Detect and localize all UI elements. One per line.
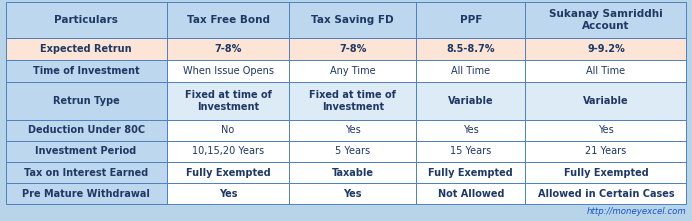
Bar [416,2,525,38]
Text: Tax on Interest Earned: Tax on Interest Earned [24,168,148,178]
Bar [167,162,289,183]
Bar [6,183,167,204]
Bar [525,2,686,38]
Text: 9-9.2%: 9-9.2% [587,44,625,54]
Bar [6,141,167,162]
Bar [6,38,167,60]
Text: Not Allowed: Not Allowed [437,189,504,199]
Text: All Time: All Time [586,66,626,76]
Bar [525,141,686,162]
Bar [167,2,289,38]
Bar [289,183,416,204]
Bar [416,162,525,183]
Text: Fixed at time of
Investment: Fixed at time of Investment [185,90,271,112]
Bar [6,2,167,38]
Bar [416,38,525,60]
Text: Variable: Variable [448,96,493,106]
Text: Pre Mature Withdrawal: Pre Mature Withdrawal [22,189,150,199]
Text: 7-8%: 7-8% [215,44,242,54]
Bar [6,82,167,120]
Text: Yes: Yes [219,189,237,199]
Text: Fully Exempted: Fully Exempted [185,168,271,178]
Text: 8.5-8.7%: 8.5-8.7% [446,44,495,54]
Text: Fully Exempted: Fully Exempted [428,168,513,178]
Bar [167,82,289,120]
Bar [6,60,167,82]
Bar [289,141,416,162]
Text: Particulars: Particulars [54,15,118,25]
Text: Fixed at time of
Investment: Fixed at time of Investment [309,90,397,112]
Bar [167,141,289,162]
Bar [525,183,686,204]
Text: Variable: Variable [583,96,629,106]
Text: Taxable: Taxable [331,168,374,178]
Text: Deduction Under 80C: Deduction Under 80C [28,125,145,135]
Bar [6,162,167,183]
Text: No: No [221,125,235,135]
Text: Yes: Yes [463,125,479,135]
Bar [416,183,525,204]
Text: Yes: Yes [343,189,362,199]
Bar [525,38,686,60]
Bar [525,162,686,183]
Text: 5 Years: 5 Years [335,147,370,156]
Text: Tax Free Bond: Tax Free Bond [187,15,269,25]
Text: Any Time: Any Time [330,66,376,76]
Bar [289,82,416,120]
Text: Investment Period: Investment Period [35,147,137,156]
Text: 10,15,20 Years: 10,15,20 Years [192,147,264,156]
Bar [525,120,686,141]
Bar [167,60,289,82]
Bar [6,120,167,141]
Text: Tax Saving FD: Tax Saving FD [311,15,394,25]
Bar [289,120,416,141]
Bar [416,60,525,82]
Bar [416,120,525,141]
Text: Time of Investment: Time of Investment [33,66,139,76]
Bar [525,82,686,120]
Text: When Issue Opens: When Issue Opens [183,66,273,76]
Text: All Time: All Time [451,66,491,76]
Bar [289,2,416,38]
Bar [289,38,416,60]
Text: 15 Years: 15 Years [450,147,491,156]
Text: Yes: Yes [345,125,361,135]
Text: Allowed in Certain Cases: Allowed in Certain Cases [538,189,674,199]
Bar [289,60,416,82]
Bar [416,82,525,120]
Bar [289,162,416,183]
Bar [525,60,686,82]
Bar [167,120,289,141]
Text: PPF: PPF [459,15,482,25]
Text: 7-8%: 7-8% [339,44,367,54]
Bar [167,183,289,204]
Text: Retrun Type: Retrun Type [53,96,120,106]
Text: Expected Retrun: Expected Retrun [40,44,132,54]
Bar [416,141,525,162]
Text: Yes: Yes [598,125,614,135]
Text: 21 Years: 21 Years [585,147,626,156]
Text: Fully Exempted: Fully Exempted [563,168,648,178]
Bar [167,38,289,60]
Text: http://moneyexcel.com: http://moneyexcel.com [587,207,686,216]
Text: Sukanay Samriddhi
Account: Sukanay Samriddhi Account [549,9,663,31]
